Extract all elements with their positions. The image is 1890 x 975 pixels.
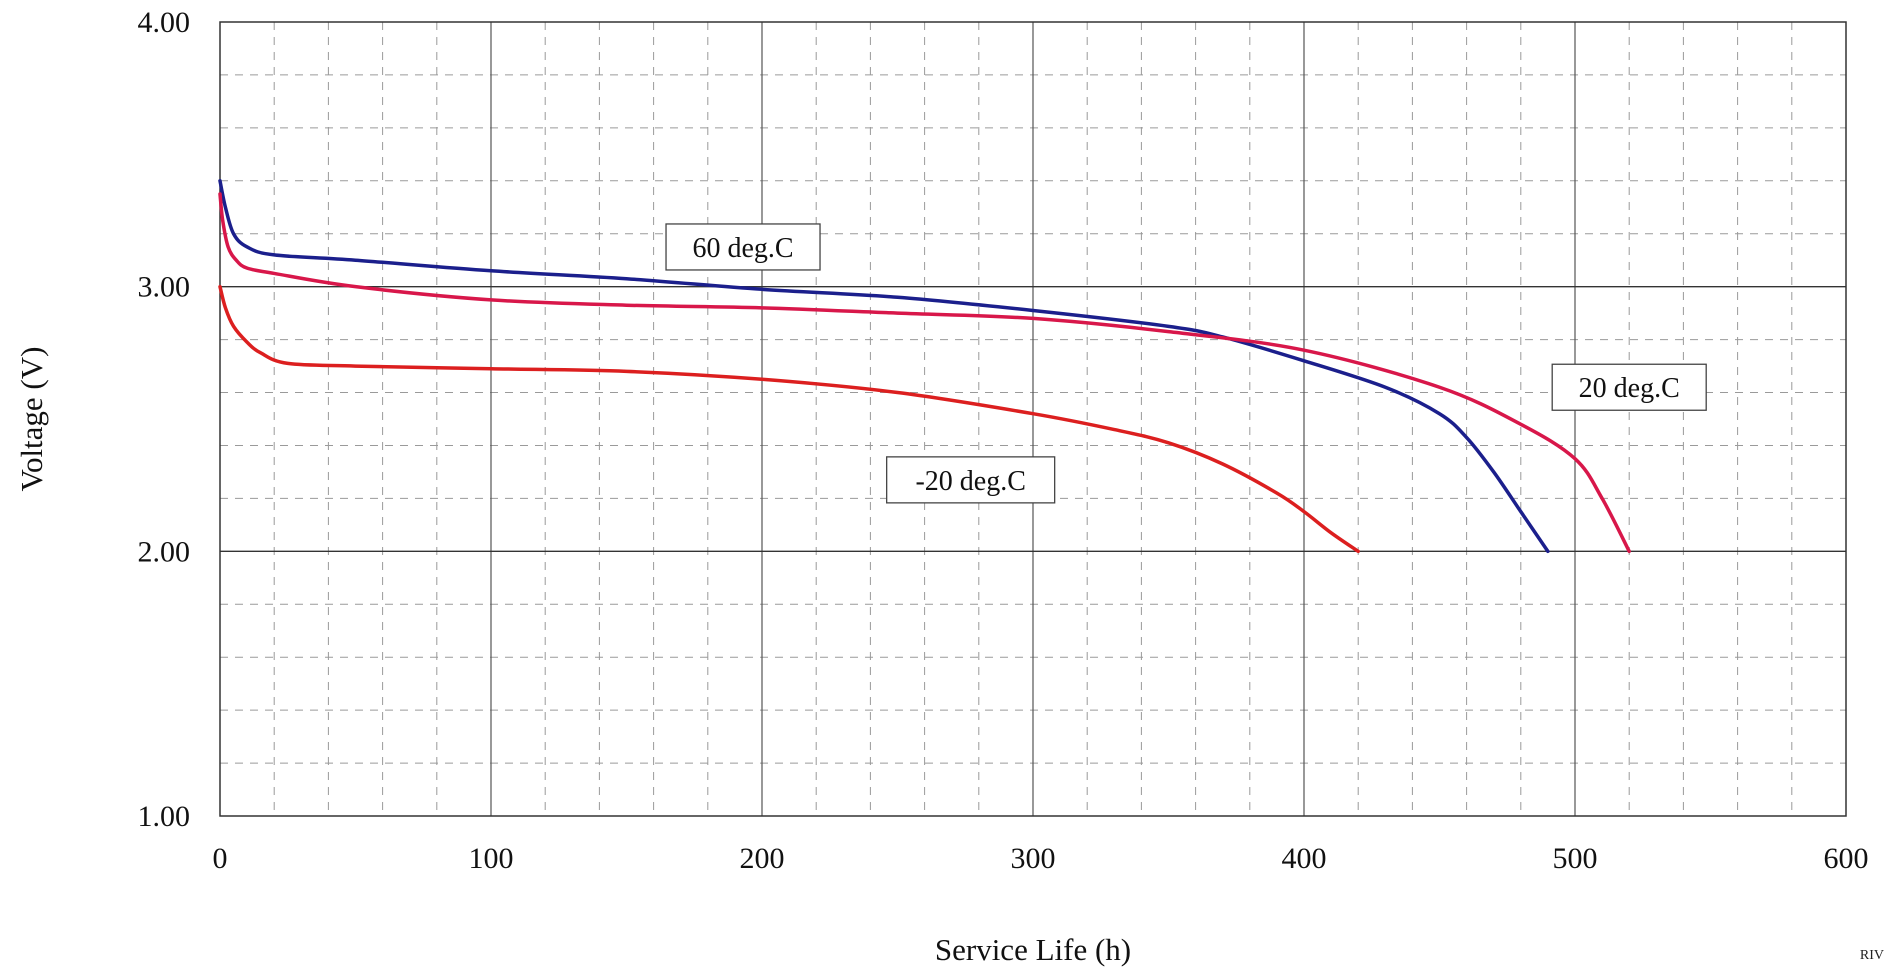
grid-layer xyxy=(220,22,1846,816)
x-tick-label: 0 xyxy=(213,842,228,875)
annotation-label: -20 deg.C xyxy=(915,466,1025,497)
annotation-1: 60 deg.C xyxy=(665,223,821,271)
x-tick-label: 200 xyxy=(740,842,785,875)
series-line-3 xyxy=(218,284,1360,554)
series-line-1 xyxy=(218,179,1550,554)
annotation-box xyxy=(665,223,821,271)
annotation-2: 20 deg.C xyxy=(1551,363,1707,411)
y-tick-label: 1.00 xyxy=(138,800,191,833)
x-tick-label: 500 xyxy=(1553,842,1598,875)
x-tick-label: 400 xyxy=(1282,842,1327,875)
plot-frame xyxy=(219,21,1847,817)
annotation-3: -20 deg.C xyxy=(886,456,1056,504)
corner-mark-text: RIV xyxy=(1859,948,1884,963)
series-layer xyxy=(218,179,1631,554)
x-tick-label: 100 xyxy=(469,842,514,875)
annotation-box xyxy=(1551,363,1707,411)
x-tick-label: 300 xyxy=(1011,842,1056,875)
y-axis-title: Voltage (V) xyxy=(14,347,49,492)
y-tick-label: 2.00 xyxy=(138,535,191,568)
annotation-box xyxy=(886,456,1056,504)
annotation-label: 60 deg.C xyxy=(692,233,793,264)
y-tick-label: 3.00 xyxy=(138,271,191,304)
annotation-layer: 60 deg.C 20 deg.C -20 deg.C xyxy=(665,223,1707,504)
axis-layer: 0 100 200 300 400 500 600 1.00 2.00 3.00 4.00 xyxy=(138,6,1869,875)
annotation-label: 20 deg.C xyxy=(1579,373,1680,404)
x-axis-title: Service Life (h) xyxy=(935,932,1131,967)
y-tick-label: 4.00 xyxy=(138,6,191,39)
x-tick-label: 600 xyxy=(1824,842,1869,875)
series-line-2 xyxy=(218,192,1631,554)
